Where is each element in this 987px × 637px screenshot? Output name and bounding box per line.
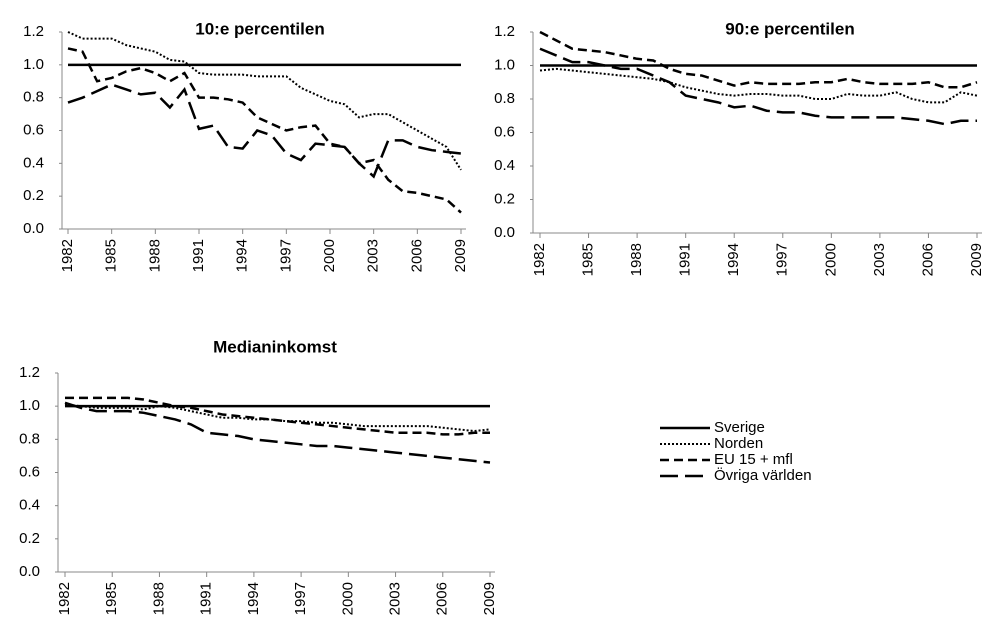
x-tick-label: 1988 [628,243,645,276]
x-tick-label: 2000 [822,243,839,276]
x-tick-label: 1985 [103,582,120,615]
y-tick-label: 0.6 [494,123,515,140]
y-tick-label: 1.2 [494,23,515,40]
x-tick-label: 2003 [365,239,382,272]
line-series [67,31,462,171]
x-tick-label: 2000 [321,239,338,272]
y-tick-label: 0.2 [23,187,44,204]
y-tick-label: 0.0 [19,563,40,580]
x-tick-label: 1991 [677,243,694,276]
x-tick-label: 2003 [871,243,888,276]
legend-label: Norden [714,435,763,452]
chart-title: Medianinkomst [213,337,337,356]
line-series [64,403,491,433]
y-tick-label: 1.0 [23,56,44,73]
x-tick-label: 1997 [277,239,294,272]
x-tick-label: 2003 [387,582,404,615]
x-tick-label: 1994 [234,239,251,272]
line-series [65,396,490,436]
chart-title: 10:e percentilen [195,19,324,38]
x-tick-label: 2000 [339,582,356,615]
x-tick-label: 2009 [481,582,498,615]
legend-label: Övriga världen [714,466,812,484]
x-tick-label: 2006 [434,582,451,615]
y-tick-label: 0.2 [19,530,40,547]
line-series [539,47,977,126]
x-tick-label: 1994 [245,582,262,615]
y-tick-label: 0.0 [23,220,44,237]
y-tick-label: 0.6 [23,121,44,138]
x-tick-label: 2009 [452,239,469,272]
legend-label: Sverige [714,419,765,436]
chart-title: 90:e percentilen [725,19,854,38]
legend-label: EU 15 + mfl [714,451,793,468]
y-tick-label: 0.4 [23,154,44,171]
x-tick-label: 1988 [146,239,163,272]
x-tick-label: 1982 [531,243,548,276]
y-tick-label: 0.4 [19,497,40,514]
y-tick-label: 0.8 [23,89,44,106]
x-tick-label: 1982 [59,239,76,272]
x-tick-label: 1991 [190,239,207,272]
line-series [67,47,462,214]
y-tick-label: 1.2 [19,364,40,381]
line-series [539,30,978,89]
x-tick-label: 2009 [968,243,985,276]
y-tick-label: 0.6 [19,463,40,480]
y-tick-label: 0.8 [19,430,40,447]
y-tick-label: 1.0 [494,56,515,73]
x-tick-label: 1985 [103,239,120,272]
y-tick-label: 0.4 [494,157,515,174]
line-series [64,401,491,464]
x-tick-label: 1985 [580,243,597,276]
y-tick-label: 1.0 [19,397,40,414]
x-tick-label: 1988 [150,582,167,615]
line-series [539,67,978,104]
x-tick-label: 1982 [56,582,73,615]
x-tick-label: 2006 [408,239,425,272]
y-tick-label: 0.8 [494,90,515,107]
line-series [67,83,462,179]
x-tick-label: 1994 [725,243,742,276]
x-tick-label: 1991 [198,582,215,615]
x-tick-label: 2006 [919,243,936,276]
y-tick-label: 0.2 [494,190,515,207]
x-tick-label: 1997 [774,243,791,276]
y-tick-label: 0.0 [494,224,515,241]
y-tick-label: 1.2 [23,23,44,40]
x-tick-label: 1997 [292,582,309,615]
